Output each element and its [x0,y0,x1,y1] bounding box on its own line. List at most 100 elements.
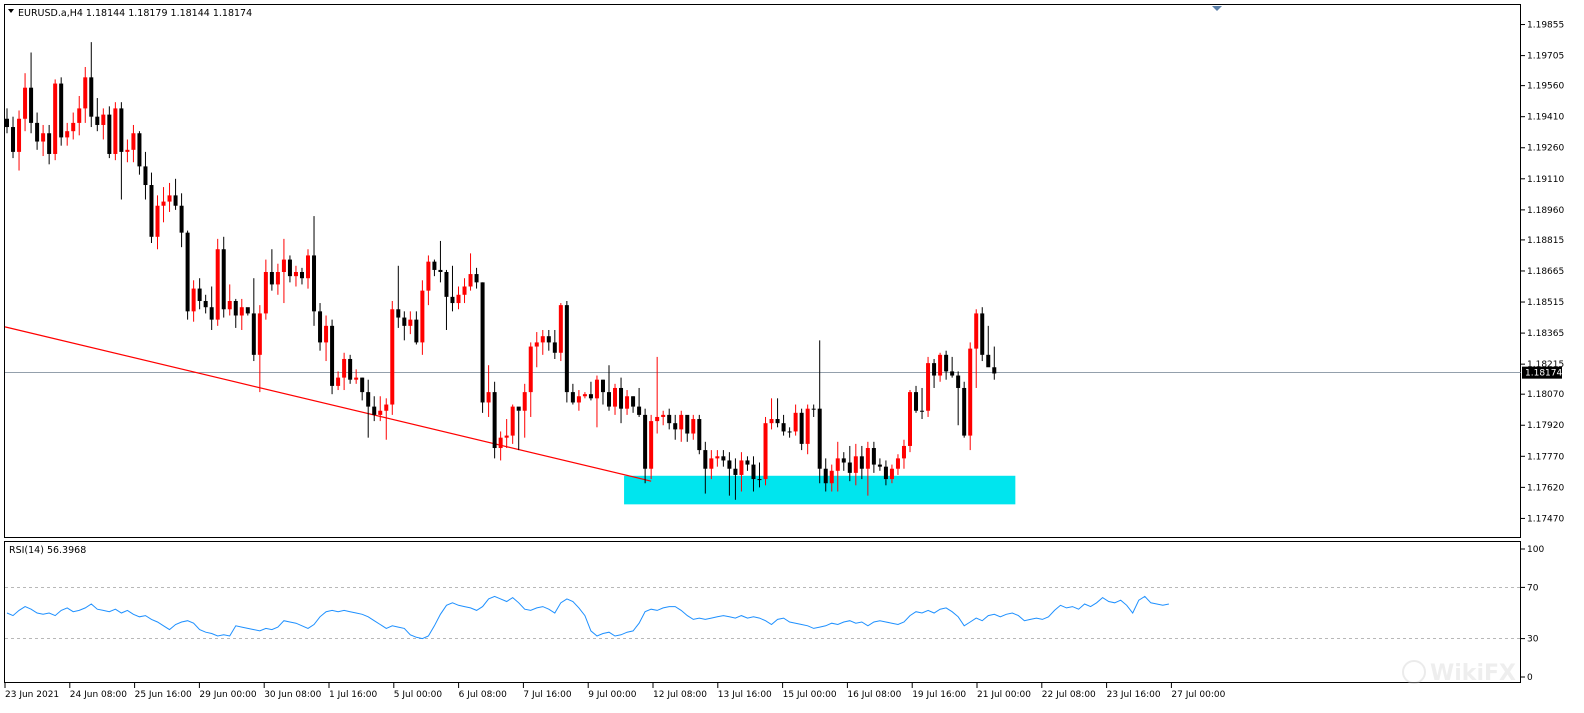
time-tick-label: 13 Jul 16:00 [718,690,772,700]
rsi-header: RSI(14) 56.3968 [9,545,86,556]
rsi-axis: 100 70 30 0 [1521,545,1544,683]
candle [661,410,666,426]
candle-body [643,414,648,469]
candle [637,387,642,417]
candle [269,249,274,291]
candle-body [113,108,118,154]
time-tick-label: 6 Jul 08:00 [459,690,508,700]
candle-body [420,290,425,343]
candle [841,452,846,471]
candle [131,124,136,163]
price-tick-label: 1.19855 [1527,21,1564,31]
candle [895,454,900,475]
candle-body [968,348,973,436]
candle-body [962,387,967,436]
candle [360,377,365,401]
candle [119,102,124,200]
candle-body [745,460,750,465]
candle-body [336,377,341,386]
candle [914,385,919,413]
rsi-line [6,595,1170,640]
candle [426,255,431,306]
candle-body [11,127,16,152]
current-price-box [1522,366,1562,379]
candle [769,398,774,430]
candle [594,375,599,428]
candle-body [889,468,894,480]
trendline-path[interactable] [4,326,652,482]
candle-body [59,83,64,138]
candle [65,122,70,146]
candle [173,178,178,210]
candle [348,354,353,384]
candle-body [366,392,371,407]
candle-body [613,387,618,407]
candle [77,95,82,136]
candle [324,315,329,362]
candle-body [396,309,401,318]
candle-body [263,272,268,314]
candle-body [378,410,383,415]
candle-body [703,450,708,469]
candle-body [721,456,726,461]
collapse-arrow-icon[interactable] [8,9,14,13]
candle-body [570,392,575,403]
candle-body [504,435,509,438]
time-tick-label: 23 Jul 16:00 [1107,690,1161,700]
time-tick-label: 25 Jun 16:00 [135,690,192,700]
candle [281,238,286,304]
candle-body [552,342,557,353]
time-tick-label: 29 Jun 00:00 [199,690,256,700]
candle [540,329,545,355]
candle-body [835,458,840,471]
candle [781,414,786,436]
time-axis: 23 Jun 2021 24 Jun 08:00 25 Jun 16:00 29 Ju… [4,683,1226,700]
candle-body [203,300,208,308]
candle-body [53,83,58,154]
candle [342,352,347,391]
candle-body [185,232,190,312]
candle-body [865,448,870,469]
candle-body [167,195,172,202]
watermark-icon [1402,660,1426,684]
candle [462,278,467,304]
candle-body [125,149,130,152]
candle-body [233,300,238,316]
candle [649,414,654,480]
candle [396,265,401,328]
candle [125,139,130,163]
candle [962,381,967,438]
candle [402,311,407,341]
candle-body [215,249,220,320]
candle-body [637,406,642,415]
candle-body [107,114,112,154]
candle-body [221,249,226,310]
candle-body [709,458,714,469]
candle-body [546,336,551,343]
candle-body [649,421,654,469]
candle-body [600,379,605,393]
candle-body [23,87,28,119]
time-tick-label: 22 Jul 08:00 [1042,690,1096,700]
current-price-label: 1.18174 [1522,366,1562,379]
candle-body [510,406,515,436]
candle-body [522,392,527,411]
candle [185,230,190,320]
candle [474,267,479,289]
candle [11,116,16,159]
candle [823,458,828,492]
candle [739,452,744,492]
candle [336,371,341,391]
candle [5,108,9,134]
rsi-indicator [5,587,1521,640]
candle [721,450,726,467]
candle [980,307,985,362]
candle [733,458,738,500]
candle-body [817,408,822,469]
price-tick-label: 1.18365 [1527,329,1564,339]
candle [655,356,660,434]
price-axis: 1.19855 1.19705 1.19560 1.19410 1.19260 1.191… [1521,21,1564,524]
candle [17,110,22,171]
candle [59,77,64,146]
